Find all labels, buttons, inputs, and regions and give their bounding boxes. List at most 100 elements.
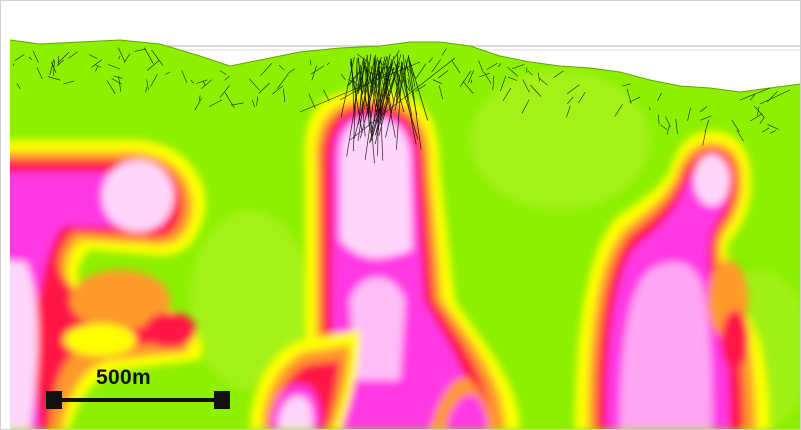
drillhole-trace [364, 61, 372, 129]
drillhole-trace [749, 93, 756, 101]
drillhole-trace [687, 107, 691, 121]
drillhole-trace [438, 85, 443, 100]
drillhole-trace [736, 129, 744, 142]
right-anomaly [575, 130, 770, 430]
green-tint [470, 70, 650, 210]
drillhole-trace [378, 67, 389, 102]
drillhole-trace [288, 68, 296, 74]
drillhole-trace [539, 78, 548, 86]
drillhole-trace [484, 72, 492, 84]
drillhole-trace [769, 130, 777, 134]
drillhole-trace [144, 47, 154, 64]
drillhole-trace [118, 75, 122, 92]
drillhole-trace [146, 59, 160, 71]
anomaly-contours [10, 90, 770, 430]
drillhole-trace [323, 89, 330, 102]
drillhole-trace [385, 62, 404, 138]
drillhole-trace [553, 70, 564, 78]
drillhole-trace [357, 54, 372, 142]
drillhole-trace [219, 85, 230, 98]
drillhole-trace [145, 87, 148, 93]
drillhole-trace [14, 53, 25, 62]
drillhole-trace [346, 67, 362, 157]
drillhole-trace [47, 76, 61, 81]
drillhole-trace [675, 118, 678, 134]
drillhole-trace [260, 63, 273, 76]
drillhole-trace [50, 61, 57, 73]
drillhole-trace [658, 114, 660, 125]
drillhole-trace [626, 88, 632, 104]
drillhole-trace [199, 95, 201, 101]
drillhole-trace [408, 59, 422, 150]
drillhole-trace [209, 99, 223, 108]
drillhole-trace [12, 63, 15, 66]
drillhole-trace [666, 125, 670, 135]
drillhole-trace [759, 89, 791, 105]
drillhole-trace [151, 49, 164, 66]
drillhole-trace [767, 124, 779, 130]
drillhole-trace [704, 119, 710, 133]
drillhole-trace [370, 66, 379, 113]
drillhole-trace [113, 75, 123, 79]
drillhole-trace [629, 96, 641, 103]
drillhole-trace [248, 78, 260, 91]
drillhole-trace [357, 53, 370, 64]
drillhole-trace [278, 65, 285, 71]
drillhole-trace [201, 79, 212, 89]
drillhole-trace [527, 70, 533, 76]
drillhole-trace [299, 61, 421, 113]
drillhole-trace [367, 57, 378, 114]
drillhole-trace [657, 92, 662, 101]
drillhole-trace [614, 104, 623, 117]
drillhole-trace [507, 66, 519, 77]
drillhole-trace [415, 63, 427, 79]
drillhole-trace [530, 84, 542, 97]
drillhole-trace [134, 48, 146, 52]
drillhole-trace [181, 70, 187, 83]
drillhole-trace [739, 87, 771, 101]
drillhole-trace [500, 75, 507, 92]
drillhole-trace [256, 96, 258, 106]
drillhole-trace [502, 87, 512, 102]
drillhole-trace [649, 107, 651, 111]
drillhole-trace [146, 79, 149, 90]
drillhole-trace [578, 92, 586, 104]
drillhole-trace [165, 71, 171, 75]
drillhole-trace [396, 61, 403, 102]
drillhole-trace [389, 58, 393, 69]
drillhole-trace [462, 81, 474, 94]
drillhole-trace [369, 63, 393, 143]
drillhole-trace [402, 54, 408, 99]
drillhole-trace [566, 105, 571, 118]
drillhole-trace [566, 96, 574, 105]
drillhole-trace [479, 72, 491, 78]
drillhole-trace [702, 130, 707, 146]
drillhole-trace [310, 65, 325, 75]
drillhole-trace [89, 54, 98, 59]
drillhole-trace [441, 48, 447, 56]
drillhole-trace [58, 51, 70, 63]
drillhole-trace [118, 55, 121, 60]
drillhole-trace [700, 115, 712, 121]
drillhole-trace [537, 72, 540, 82]
drillhole-trace [32, 50, 39, 63]
drillhole-trace [759, 117, 765, 125]
drillhole-trace [521, 99, 530, 114]
drillhole-trace [393, 60, 419, 140]
drillhole-trace [761, 127, 770, 133]
drillhole-trace [766, 90, 778, 103]
drillhole-trace [459, 70, 472, 87]
drillhole-trace [91, 59, 103, 68]
drillhole-trace [230, 102, 244, 106]
central-anomaly [250, 90, 520, 430]
drillhole-trace [467, 70, 474, 84]
drillhole-trace [511, 64, 525, 70]
drillhole-trace [665, 116, 671, 127]
drillhole-trace [486, 63, 498, 70]
drillhole-trace [700, 106, 708, 113]
drillhole-trace [380, 66, 390, 93]
drillhole-trace [621, 83, 631, 87]
drillhole-trace [757, 106, 760, 116]
